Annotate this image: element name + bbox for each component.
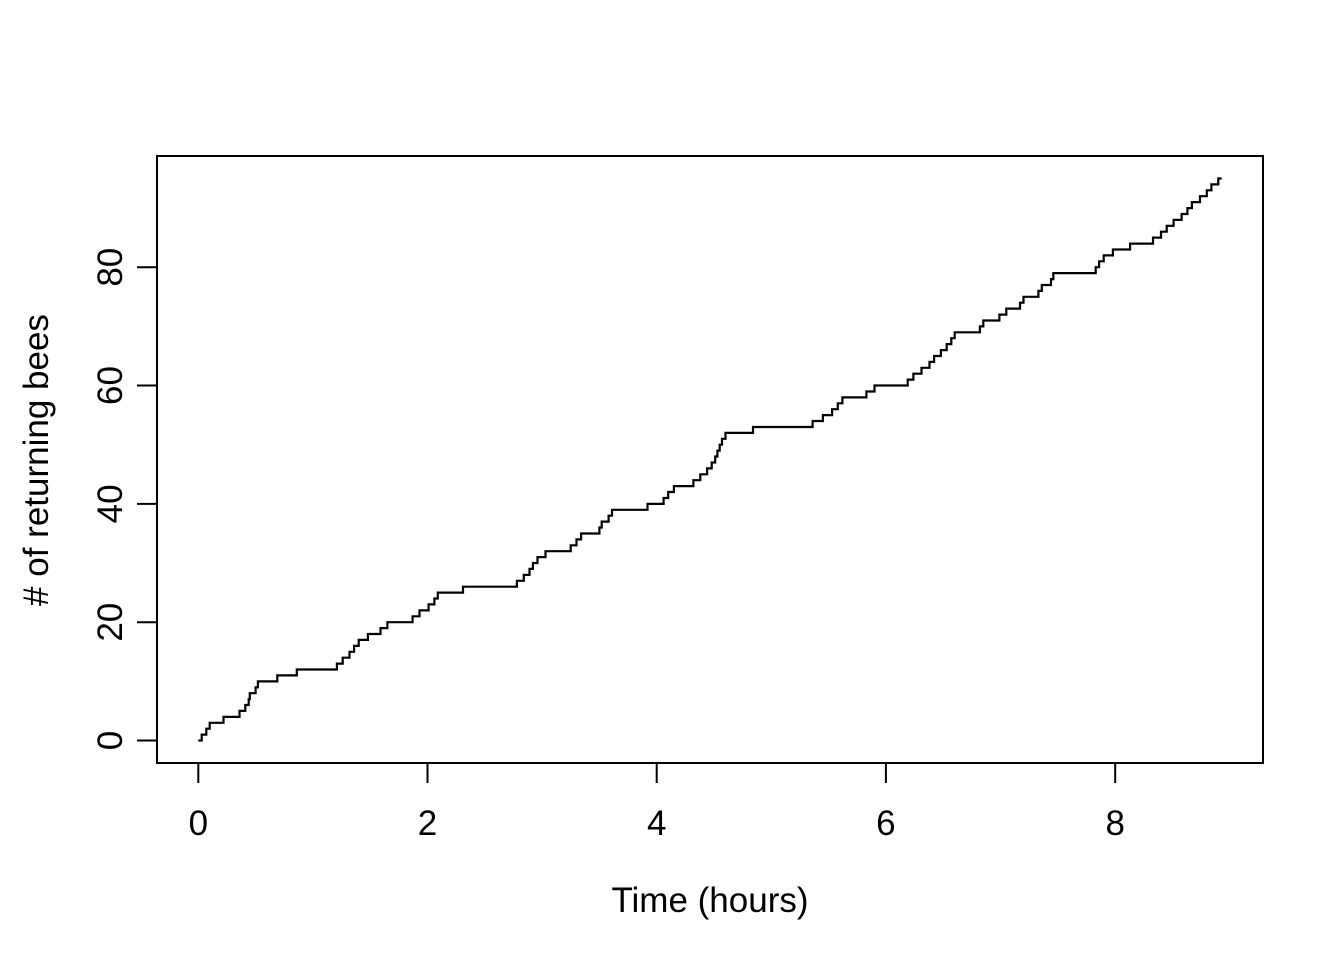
y-axis-label: # of returning bees — [17, 314, 56, 606]
x-tick-label: 2 — [418, 804, 437, 843]
x-axis-label: Time (hours) — [611, 881, 808, 920]
y-tick-label: 40 — [91, 484, 130, 523]
x-tick-label: 8 — [1105, 804, 1124, 843]
y-tick-label: 60 — [91, 366, 130, 405]
x-axis-ticks: 0 2 4 6 8 — [189, 763, 1125, 843]
y-axis-ticks: 0 20 40 60 80 — [91, 248, 157, 750]
y-tick-label: 0 — [91, 731, 130, 750]
y-tick-label: 80 — [91, 248, 130, 287]
step-line — [198, 177, 1222, 742]
y-tick-label: 20 — [91, 603, 130, 642]
x-tick-label: 0 — [189, 804, 208, 843]
plot-border — [156, 155, 1264, 764]
x-tick-label: 4 — [647, 804, 666, 843]
x-tick-label: 6 — [876, 804, 895, 843]
